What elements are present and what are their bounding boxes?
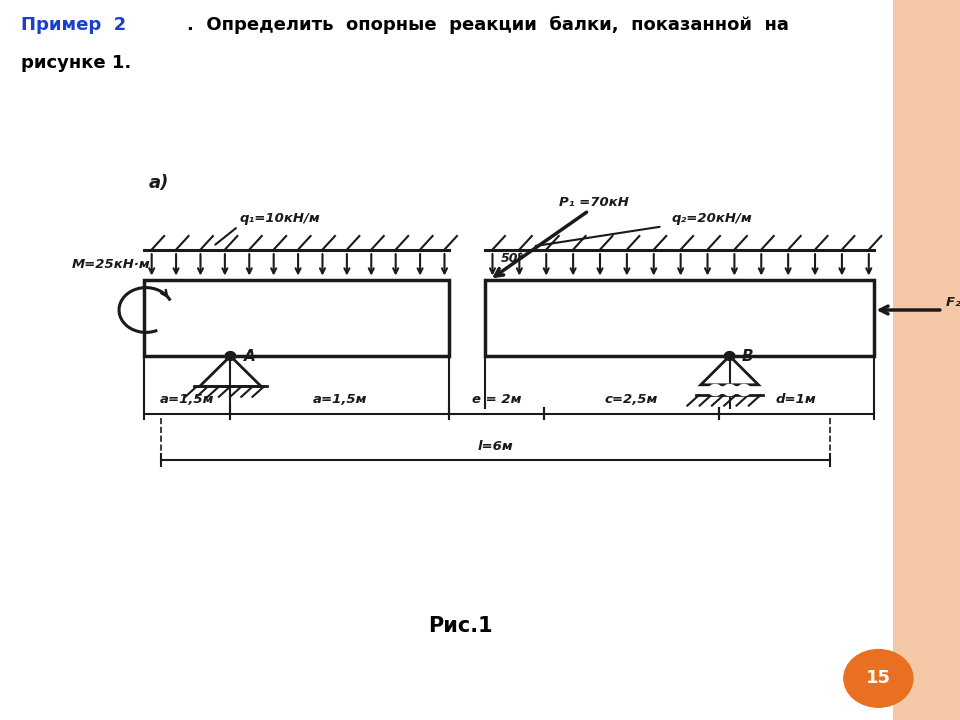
Text: P₁ =70кН: P₁ =70кН xyxy=(559,196,629,209)
Text: е = 2м: е = 2м xyxy=(472,393,521,406)
Text: а): а) xyxy=(149,174,169,192)
Text: А: А xyxy=(244,348,255,364)
Text: .  Определить  опорные  реакции  балки,  показанной  на: . Определить опорные реакции балки, пока… xyxy=(187,17,789,35)
Text: а=1,5м: а=1,5м xyxy=(160,393,214,406)
Text: M=25кН·м: M=25кН·м xyxy=(72,258,151,271)
Text: q₁=10кН/м: q₁=10кН/м xyxy=(240,212,321,225)
Circle shape xyxy=(708,384,722,395)
Text: Рис.1: Рис.1 xyxy=(428,616,493,636)
Circle shape xyxy=(225,351,235,361)
Text: 15: 15 xyxy=(866,670,891,688)
Text: q₂=20кН/м: q₂=20кН/м xyxy=(672,212,753,225)
Text: с=2,5м: с=2,5м xyxy=(605,393,659,406)
Text: В: В xyxy=(742,348,754,364)
Text: рисунке 1.: рисунке 1. xyxy=(21,54,132,72)
Bar xyxy=(144,280,449,356)
Circle shape xyxy=(737,384,751,395)
Circle shape xyxy=(724,351,734,361)
Circle shape xyxy=(844,649,913,707)
Text: 50°: 50° xyxy=(501,253,525,266)
Text: F₂ =15кН: F₂ =15кН xyxy=(946,296,960,309)
Bar xyxy=(893,0,960,720)
Text: а=1,5м: а=1,5м xyxy=(313,393,367,406)
Text: l=6м: l=6м xyxy=(478,440,514,453)
Bar xyxy=(485,280,874,356)
Text: Пример  2: Пример 2 xyxy=(21,17,127,35)
Circle shape xyxy=(723,384,735,395)
Text: d=1м: d=1м xyxy=(776,393,817,406)
